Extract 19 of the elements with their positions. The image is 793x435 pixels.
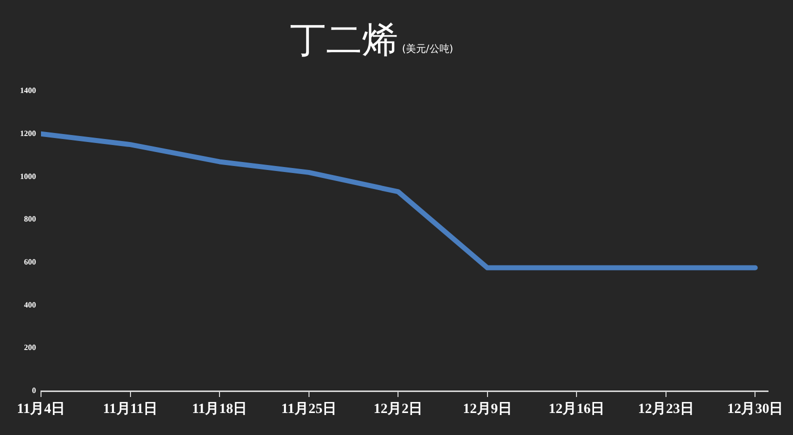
x-tick-label: 12月16日	[548, 402, 605, 418]
x-tick-label: 11月18日	[192, 402, 248, 418]
chart-title: 丁二烯	[290, 20, 398, 61]
chart-subtitle: (美元/公吨)	[402, 44, 454, 55]
x-tick-label: 11月25日	[281, 402, 336, 418]
y-tick-label: 800	[24, 214, 36, 224]
y-tick-label: 200	[24, 343, 36, 352]
y-tick-label: 0	[32, 386, 36, 396]
y-tick-label: 1200	[20, 128, 36, 138]
y-tick-label: 1000	[20, 172, 36, 181]
x-tick-label: 12月9日	[462, 402, 512, 418]
x-tick-label: 11月4日	[16, 402, 66, 418]
x-tick-label: 12月2日	[374, 402, 423, 418]
y-tick-label: 400	[24, 300, 36, 310]
x-tick-label: 12月23日	[638, 402, 694, 418]
x-tick-label: 12月30日	[727, 402, 784, 418]
x-tick-label: 11月11日	[103, 402, 158, 418]
y-tick-label: 600	[24, 257, 36, 266]
y-tick-label: 1400	[20, 86, 36, 96]
